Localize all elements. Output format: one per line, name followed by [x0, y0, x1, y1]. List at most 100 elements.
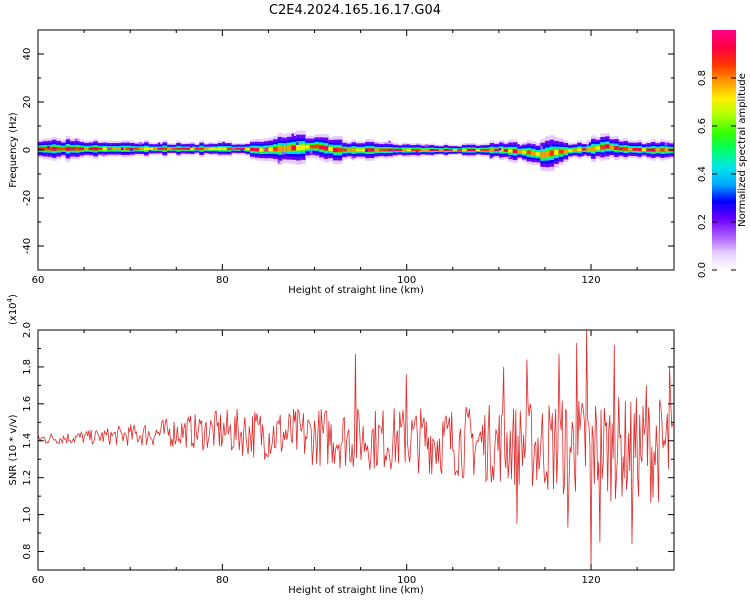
snr-y-tick-label: 1.2: [22, 470, 33, 486]
snr-xlabel: Height of straight line (km): [288, 585, 424, 596]
spectrogram-speckle: [120, 147, 124, 151]
spectrogram-cell: [604, 144, 610, 149]
spectrogram-cell: [503, 149, 509, 152]
spectrogram-speckle: [282, 152, 285, 155]
spectrogram-speckle: [351, 156, 354, 159]
spectrogram-cell: [425, 149, 431, 151]
spectrogram-cell: [563, 149, 569, 153]
spectrogram-cell: [282, 146, 288, 151]
snr-x-tick-label: 60: [32, 575, 45, 586]
spectrogram-cell: [351, 148, 357, 152]
spectrogram-cell: [591, 146, 597, 151]
spectrogram-cell: [116, 147, 122, 151]
spectrogram-cell: [240, 147, 246, 150]
spectrogram-cell: [346, 148, 352, 152]
colorbar: 0.0 0.2 0.4 0.6 0.8 Normalized spectral ampl…: [697, 30, 748, 278]
spectrogram-speckle: [263, 148, 267, 151]
spectrogram-y-tick-label: -40: [22, 238, 33, 254]
spectrogram-cell: [411, 148, 417, 152]
spectrogram-speckle: [406, 144, 410, 147]
spectrogram-cell: [84, 147, 90, 151]
spectrogram-cell: [489, 148, 495, 152]
spectrogram-cell: [162, 147, 168, 151]
spectrogram-cell: [471, 148, 477, 152]
spectrogram-cell: [245, 148, 251, 151]
spectrogram-cell: [429, 148, 435, 152]
spectrogram-cell: [549, 150, 555, 157]
spectrogram-x-tick-label: 120: [581, 275, 600, 286]
spectrogram-cell: [614, 146, 620, 150]
spectrogram-cell: [406, 148, 412, 152]
spectrogram-cell: [600, 145, 606, 150]
spectrogram-speckle: [102, 153, 106, 157]
spectrogram-cell: [637, 148, 643, 152]
spectrogram-cell: [88, 147, 94, 151]
spectrogram-cell: [664, 148, 670, 152]
spectrogram-cell: [627, 147, 633, 151]
colorbar-tick-label: 0.2: [697, 214, 708, 230]
spectrogram-cell: [231, 147, 237, 150]
spectrogram-cell: [632, 148, 638, 151]
spectrogram-speckle: [190, 145, 193, 148]
spectrogram-cell: [397, 149, 403, 151]
spectrogram-speckle: [277, 160, 281, 164]
spectrogram-cell: [332, 147, 338, 153]
spectrogram-cell: [65, 146, 71, 151]
spectrogram-cell: [56, 147, 62, 151]
spectrogram-speckle: [489, 155, 493, 159]
colorbar-gradient: [712, 30, 736, 270]
spectrogram-cell: [383, 148, 389, 152]
spectrogram-x-tick-label: 60: [32, 275, 45, 286]
spectrogram-cell: [107, 147, 113, 151]
spectrogram-speckle: [517, 144, 520, 147]
spectrogram-cell: [508, 149, 514, 153]
spectrogram-cell: [480, 149, 486, 152]
spectrogram-cell: [157, 147, 163, 150]
spectrogram-cell: [540, 152, 546, 158]
spectrogram-cell: [558, 149, 564, 154]
spectrogram-cell: [111, 147, 117, 151]
snr-series-line: [38, 330, 674, 567]
spectrogram-speckle: [425, 144, 428, 147]
spectrogram-y-axis: -40 -20 0 20 40: [22, 29, 674, 271]
spectrogram-cell: [415, 148, 421, 152]
colorbar-label: Normalized spectral amplitude: [737, 73, 748, 227]
spectrogram-cell: [517, 150, 523, 153]
snr-x-tick-label: 120: [581, 575, 600, 586]
spectrogram-cell: [526, 150, 532, 155]
snr-panel: 60 80 100 120 0.8 1.0 1.2 1.4 1.6 1.8 2.0 Height …: [6, 294, 675, 596]
spectrogram-cell: [512, 149, 518, 154]
spectrogram-image: [38, 130, 675, 172]
spectrogram-cell: [208, 147, 214, 150]
spectrogram-speckle: [148, 150, 152, 153]
spectrogram-speckle: [208, 144, 212, 147]
spectrogram-speckle: [388, 140, 391, 144]
spectrogram-cell: [250, 147, 256, 151]
spectrogram-speckle: [664, 143, 668, 146]
snr-y-tick-label: 2.0: [22, 322, 33, 338]
spectrogram-speckle: [415, 151, 419, 154]
spectrogram-cell: [217, 147, 223, 150]
spectrogram-cell: [392, 148, 398, 152]
spectrogram-cell: [144, 147, 150, 151]
spectrogram-xlabel: Height of straight line (km): [288, 285, 424, 296]
spectrogram-cell: [180, 147, 186, 150]
spectrogram-cell: [38, 147, 44, 151]
spectrogram-cell: [102, 147, 108, 151]
spectrogram-cell: [125, 147, 131, 151]
spectrogram-cell: [93, 147, 99, 151]
spectrogram-speckle: [231, 147, 235, 151]
snr-x-tick-label: 80: [216, 575, 229, 586]
spectrogram-cell: [641, 148, 647, 151]
spectrogram-cell: [74, 147, 80, 151]
spectrogram-cell: [213, 147, 219, 150]
spectrogram-cell: [176, 147, 182, 151]
spectrogram-speckle: [650, 153, 654, 157]
spectrogram-cell: [120, 147, 126, 151]
spectrogram-speckle: [498, 148, 502, 151]
spectrogram-speckle: [309, 151, 313, 154]
spectrogram-panel: 60 80 100 120 -40 -20 0 20 40 Height of straigh…: [8, 29, 675, 296]
spectrogram-cell: [185, 147, 191, 150]
spectrogram-cell: [171, 147, 177, 150]
